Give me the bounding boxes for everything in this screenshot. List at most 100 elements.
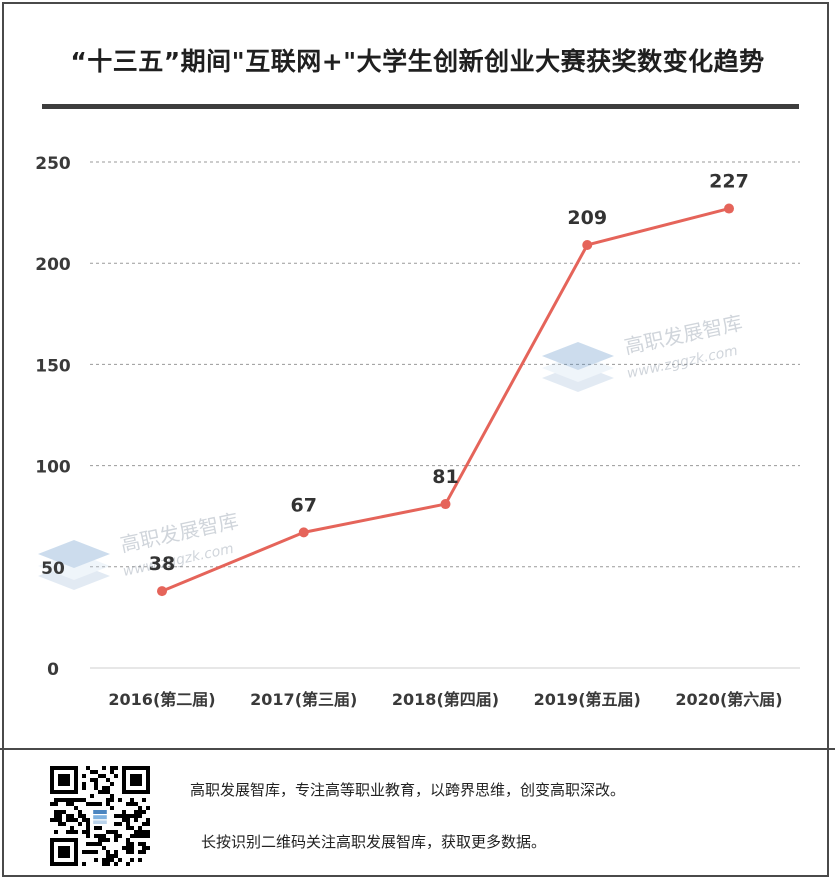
qr-module (146, 822, 150, 826)
qr-module (126, 826, 130, 830)
qr-module (58, 798, 62, 802)
qr-module (86, 766, 90, 770)
qr-module (110, 766, 114, 770)
data-point (440, 499, 451, 510)
qr-module (102, 790, 106, 794)
qr-logo (93, 820, 107, 824)
qr-module (106, 858, 110, 862)
qr-module (54, 830, 58, 834)
qr-module (114, 854, 118, 858)
qr-module (146, 830, 150, 834)
qr-module (86, 802, 90, 806)
x-tick-label: 2016(第二届) (108, 690, 215, 709)
qr-module (90, 850, 94, 854)
qr-module (138, 830, 142, 834)
qr-module (134, 802, 138, 806)
qr-module (138, 850, 142, 854)
qr-module (118, 814, 122, 818)
qr-module (126, 822, 130, 826)
qr-module (82, 814, 86, 818)
qr-module (110, 782, 114, 786)
qr-module (146, 846, 150, 850)
qr-module (114, 814, 118, 818)
qr-module (138, 810, 142, 814)
qr-module (102, 862, 106, 866)
qr-module (94, 850, 98, 854)
qr-module (114, 862, 118, 866)
qr-module (54, 818, 58, 822)
qr-module (66, 814, 70, 818)
qr-module (146, 834, 150, 838)
qr-code-icon[interactable] (50, 766, 150, 866)
qr-module (98, 826, 102, 830)
qr-module (78, 814, 82, 818)
qr-module (138, 834, 142, 838)
qr-module (94, 770, 98, 774)
grid-lines (90, 161, 800, 669)
qr-module (130, 814, 134, 818)
qr-module (66, 798, 70, 802)
qr-module (114, 834, 118, 838)
data-label: 209 (567, 207, 607, 229)
data-label: 227 (709, 171, 749, 193)
qr-module (126, 802, 130, 806)
qr-module (66, 802, 70, 806)
qr-module (94, 826, 98, 830)
qr-module (130, 842, 134, 846)
qr-module (54, 798, 58, 802)
qr-module (74, 830, 78, 834)
qr-module (106, 790, 110, 794)
data-point (157, 586, 167, 597)
qr-module (86, 830, 90, 834)
qr-module (58, 822, 62, 826)
qr-module (94, 842, 98, 846)
qr-module (110, 830, 114, 834)
qr-module (58, 814, 62, 818)
qr-module (134, 814, 138, 818)
qr-module (70, 798, 74, 802)
qr-logo (93, 810, 107, 814)
qr-module (94, 778, 98, 782)
x-tick-label: 2017(第三届) (250, 690, 357, 709)
qr-module (98, 842, 102, 846)
data-label: 67 (291, 494, 317, 516)
data-point (724, 203, 734, 214)
qr-module (78, 810, 82, 814)
x-tick-label: 2020(第六届) (675, 690, 782, 709)
series-line: 38 67 81 209 227 (149, 171, 749, 597)
qr-module (58, 818, 62, 822)
qr-module (126, 862, 130, 866)
qr-module (114, 822, 118, 826)
qr-module (118, 858, 122, 862)
qr-module (98, 802, 102, 806)
qr-module (90, 778, 94, 782)
qr-module (142, 822, 146, 826)
qr-module (98, 774, 102, 778)
qr-module (130, 826, 134, 830)
qr-module (102, 846, 106, 850)
y-tick-label: 150 (35, 356, 71, 376)
qr-module (118, 834, 122, 838)
data-label: 81 (432, 466, 458, 488)
qr-module (142, 810, 146, 814)
qr-module (78, 822, 82, 826)
qr-finder-core (130, 774, 142, 786)
qr-module (134, 818, 138, 822)
qr-logo (93, 815, 107, 820)
qr-module (110, 798, 114, 802)
qr-module (110, 854, 114, 858)
qr-module (66, 818, 70, 822)
qr-module (106, 786, 110, 790)
qr-module (110, 794, 114, 798)
qr-module (78, 798, 82, 802)
qr-module (126, 814, 130, 818)
data-label: 38 (149, 553, 175, 575)
watermark-logo-layer (38, 562, 110, 590)
footer-divider (0, 748, 835, 750)
qr-module (102, 766, 106, 770)
qr-module (62, 822, 66, 826)
chart-title: “十三五”期间"互联网+"大学生创新创业大赛获奖数变化趋势 (70, 47, 765, 76)
qr-module (74, 806, 78, 810)
